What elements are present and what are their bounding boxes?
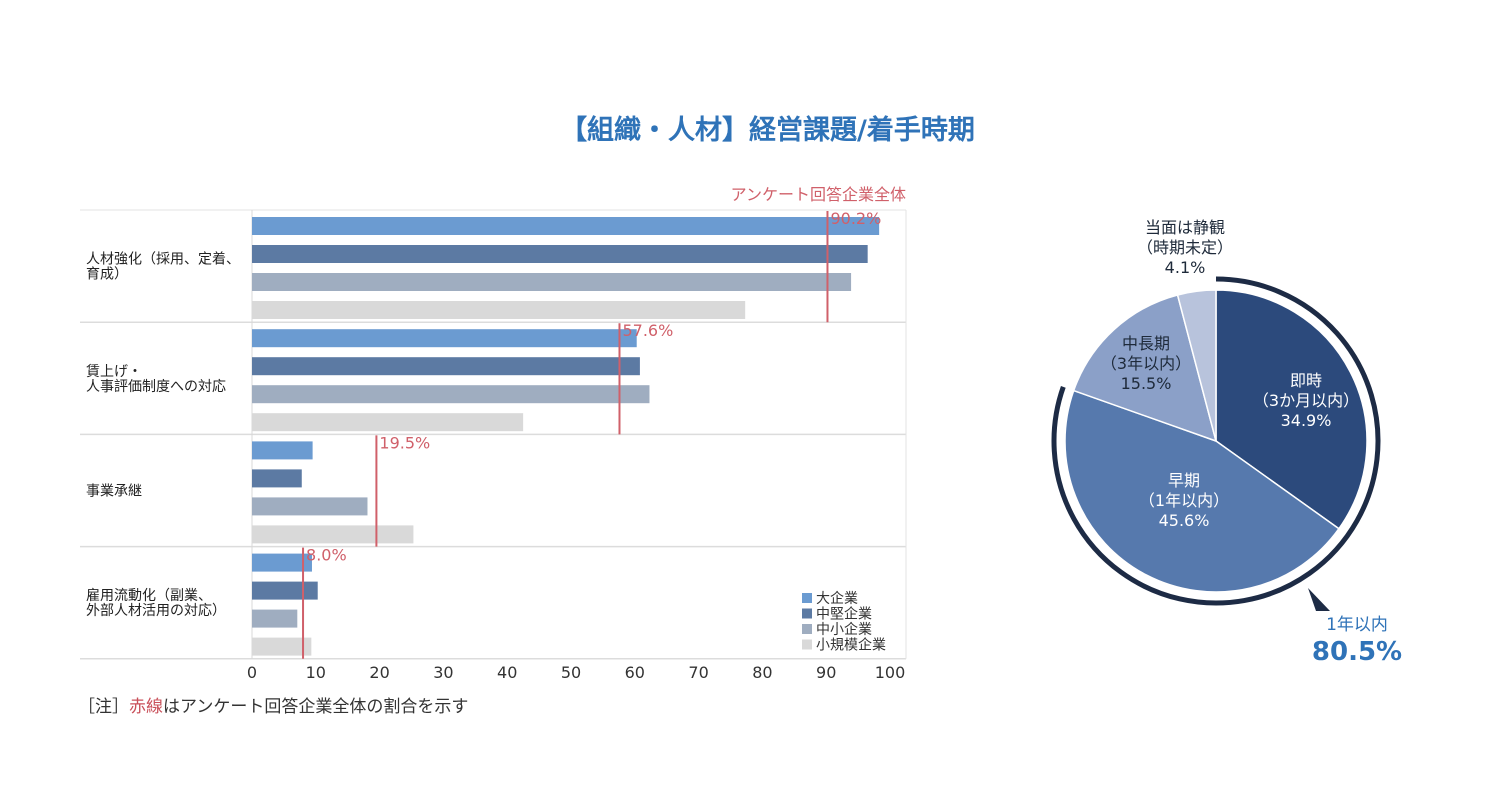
bracket-pointer bbox=[1308, 588, 1330, 611]
category-label: 人事評価制度への対応 bbox=[86, 379, 226, 395]
overall-value-label: 19.5% bbox=[379, 433, 430, 452]
pie-slice-label: 即時 bbox=[1290, 371, 1322, 390]
x-tick-label: 60 bbox=[625, 663, 645, 682]
overall-value-label: 8.0% bbox=[306, 546, 347, 565]
note-red-text: 赤線 bbox=[129, 697, 163, 717]
legend-label: 中堅企業 bbox=[816, 606, 872, 623]
pie-slice-label: （時期未定） bbox=[1137, 238, 1233, 257]
bar bbox=[252, 245, 868, 263]
pie-slice-label: （3年以内） bbox=[1101, 354, 1191, 373]
note-suffix: はアンケート回答企業全体の割合を示す bbox=[163, 697, 469, 717]
pie-slice-label: （1年以内） bbox=[1139, 491, 1229, 510]
legend-label: 大企業 bbox=[816, 590, 858, 607]
pie-slice bbox=[1072, 294, 1218, 443]
x-tick-label: 30 bbox=[433, 663, 453, 682]
bar bbox=[252, 329, 637, 348]
category-label: 育成） bbox=[86, 267, 128, 283]
bracket-arc bbox=[1051, 276, 1381, 606]
bar bbox=[252, 441, 313, 460]
pie-slice-label: 45.6% bbox=[1159, 511, 1210, 530]
x-tick-label: 20 bbox=[369, 663, 389, 682]
bar bbox=[252, 553, 312, 572]
x-tick-label: 70 bbox=[688, 663, 708, 682]
overall-value-label: 90.2% bbox=[830, 209, 881, 228]
bar bbox=[252, 469, 302, 488]
category-label: 雇用流動化（副業、 bbox=[86, 587, 212, 604]
bar bbox=[252, 385, 650, 404]
category-label: 賃上げ・ bbox=[86, 364, 142, 380]
x-tick-label: 10 bbox=[306, 663, 326, 682]
chart-note: ［注］赤線はアンケート回答企業全体の割合を示す bbox=[78, 692, 468, 717]
x-tick-label: 40 bbox=[497, 663, 517, 682]
bar bbox=[252, 609, 298, 628]
pie-slice bbox=[1064, 389, 1340, 593]
bar bbox=[252, 637, 312, 656]
bar bbox=[252, 301, 746, 319]
x-tick-label: 80 bbox=[752, 663, 772, 682]
bar bbox=[252, 357, 640, 376]
bar bbox=[252, 413, 524, 432]
legend-label: 中小企業 bbox=[816, 621, 872, 638]
bar bbox=[252, 273, 852, 291]
legend-swatch bbox=[802, 608, 812, 619]
legend-swatch bbox=[802, 593, 812, 603]
pie-slice-label: 当面は静観 bbox=[1145, 218, 1225, 237]
x-tick-label: 50 bbox=[561, 663, 581, 682]
bar bbox=[252, 217, 880, 235]
pie-slice-label: 34.9% bbox=[1281, 411, 1332, 430]
note-prefix: ［注］ bbox=[78, 697, 129, 717]
pie-slice-label: （3か月以内） bbox=[1253, 391, 1359, 410]
x-tick-label: 0 bbox=[247, 663, 257, 682]
bar bbox=[252, 497, 368, 516]
bracket-label: 1年以内 bbox=[1326, 615, 1388, 635]
category-label: 事業承継 bbox=[86, 484, 142, 500]
pie-slice-label: 15.5% bbox=[1121, 374, 1172, 393]
pie-slice-label: 早期 bbox=[1168, 471, 1200, 490]
legend-swatch bbox=[802, 624, 812, 634]
pie-slice bbox=[1215, 289, 1368, 530]
pie-slice bbox=[1176, 289, 1217, 442]
category-label: 外部人材活用の対応） bbox=[86, 603, 226, 619]
x-tick-label: 100 bbox=[875, 663, 906, 682]
bar bbox=[252, 525, 414, 544]
pie-slice-label: 4.1% bbox=[1165, 258, 1206, 277]
bar-chart: 人材強化（採用、定着、育成） 90.2% 賃上げ・人事評価制度への対応 57.6% 事業… bbox=[80, 185, 907, 682]
overall-value-label: 57.6% bbox=[622, 321, 673, 340]
legend-swatch bbox=[802, 639, 812, 650]
pie-slice-label: 中長期 bbox=[1122, 334, 1170, 353]
chart-title: 【組織・人材】経営課題/着手時期 bbox=[560, 115, 975, 146]
overall-legend-label: アンケート回答企業全体 bbox=[731, 185, 906, 204]
x-tick-label: 90 bbox=[816, 663, 836, 682]
bar bbox=[252, 581, 318, 600]
bracket-value: 80.5% bbox=[1312, 637, 1402, 667]
legend-label: 小規模企業 bbox=[816, 637, 886, 654]
category-label: 人材強化（採用、定着、 bbox=[86, 252, 240, 268]
